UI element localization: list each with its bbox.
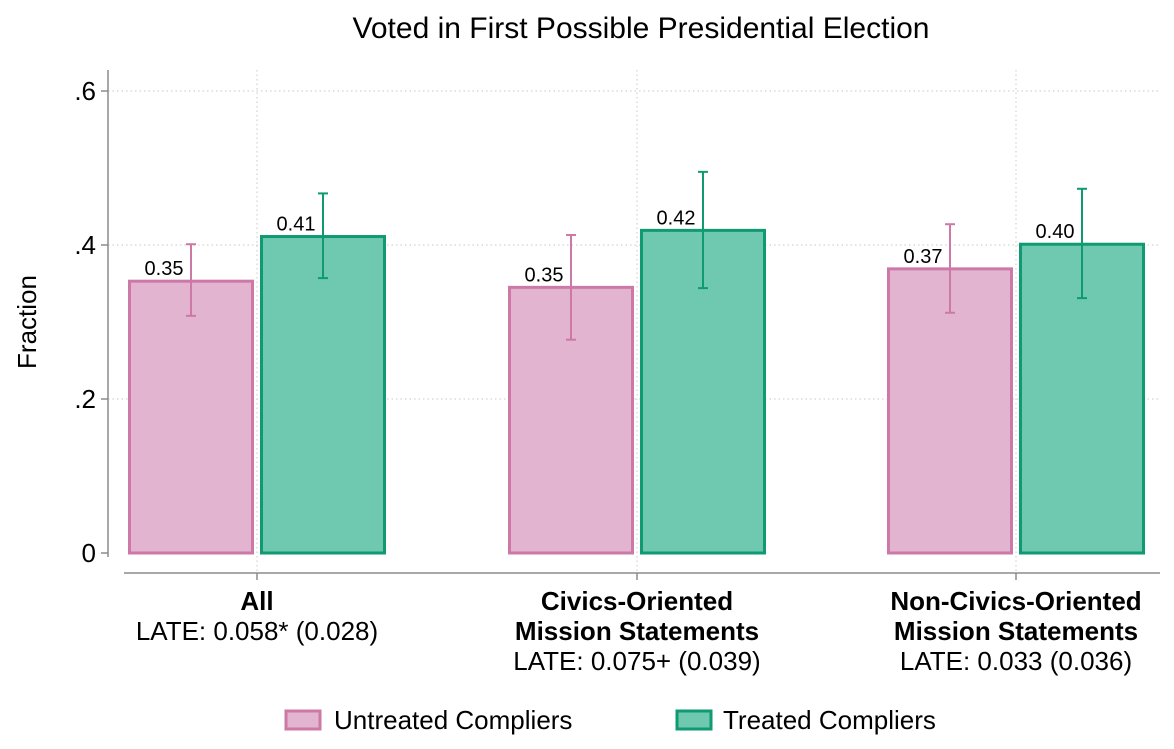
category-label: Mission Statements — [515, 616, 759, 646]
chart-title: Voted in First Possible Presidential Ele… — [353, 12, 930, 45]
data-label: 0.35 — [145, 258, 184, 280]
gridlines — [108, 70, 1160, 573]
legend-swatch-treated — [675, 709, 713, 731]
category-label: All — [240, 586, 273, 616]
bars — [128, 228, 1145, 555]
axes: 0 .2 .4 .6 — [74, 70, 1160, 580]
category-late-estimate: LATE: 0.058* (0.028) — [136, 616, 378, 646]
y-tick-label: 0 — [82, 538, 96, 568]
data-labels: 0.35 0.41 0.35 0.42 0.37 0.40 — [145, 207, 1075, 286]
legend-swatch-untreated — [284, 709, 322, 731]
bar-untreated — [887, 267, 1013, 555]
legend-label: Treated Compliers — [723, 705, 936, 735]
bar-treated — [260, 235, 386, 555]
category-label: Non-Civics-Oriented — [890, 586, 1141, 616]
data-label: 0.35 — [525, 264, 564, 286]
data-label: 0.42 — [657, 207, 696, 229]
bar-treated — [640, 228, 766, 555]
data-label: 0.40 — [1036, 221, 1075, 243]
y-tick-label: .2 — [74, 384, 96, 414]
category-label: Civics-Oriented — [541, 586, 733, 616]
y-axis-label: Fraction — [12, 275, 42, 369]
y-tick-label: .6 — [74, 76, 96, 106]
bar-untreated — [128, 279, 254, 555]
category-late-estimate: LATE: 0.033 (0.036) — [900, 646, 1132, 676]
category-label: Mission Statements — [894, 616, 1138, 646]
data-label: 0.41 — [277, 214, 316, 236]
error-bars — [186, 170, 1087, 341]
category-late-estimate: LATE: 0.075+ (0.039) — [513, 646, 760, 676]
legend-label: Untreated Compliers — [334, 705, 572, 735]
data-label: 0.37 — [904, 246, 943, 268]
legend: Untreated Compliers Treated Compliers — [284, 705, 936, 735]
y-tick-label: .4 — [74, 230, 96, 260]
